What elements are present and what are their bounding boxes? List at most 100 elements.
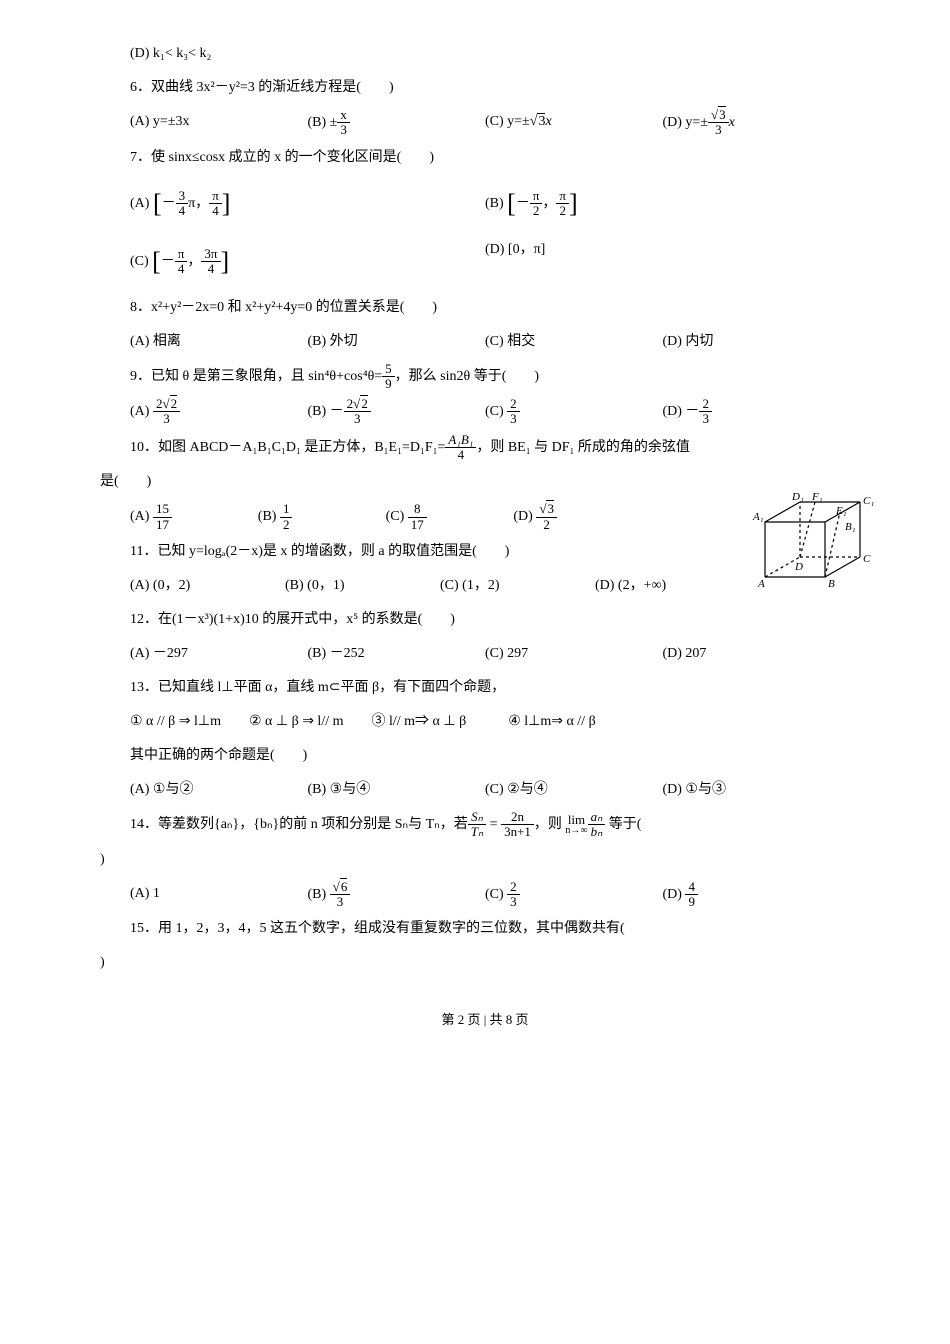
denominator: 9 bbox=[685, 895, 698, 909]
q10-tail: 是( ) bbox=[100, 468, 840, 496]
q8-a: (A) 相离 bbox=[130, 328, 308, 356]
text: (A) bbox=[130, 509, 153, 524]
q13-a: (A) ①与② bbox=[130, 776, 308, 804]
q6-c: (C) y=±√3x bbox=[485, 108, 663, 138]
text: ，那么 sin2θ 等于( ) bbox=[395, 369, 539, 384]
q9: 9．已知 θ 是第三象限角，且 sin⁴θ+cos⁴θ=59，那么 sin2θ … bbox=[130, 362, 840, 392]
denominator: 17 bbox=[153, 518, 172, 532]
text: (B) 外切 bbox=[308, 334, 358, 349]
q6-options: (A) y=±3x (B) ±x3 (C) y=±√3x (D) y=±√33x bbox=[130, 108, 840, 138]
q13-line3: 其中正确的两个命题是( ) bbox=[130, 742, 840, 770]
fraction: 2√23 bbox=[153, 397, 180, 427]
svg-text:C: C bbox=[863, 553, 871, 565]
text: (B) bbox=[485, 196, 507, 211]
fraction: π2 bbox=[530, 189, 543, 219]
q14-d: (D) 49 bbox=[663, 880, 841, 910]
radicand: 2 bbox=[170, 395, 178, 411]
fraction: √32 bbox=[536, 502, 557, 532]
text: ① α // β ⇒ l⊥m ② α ⊥ β ⇒ l// m ③ l// m⇒ … bbox=[130, 714, 596, 729]
denominator: 2 bbox=[556, 204, 569, 218]
denominator: 4 bbox=[201, 262, 220, 276]
text: (B) ③与④ bbox=[308, 782, 371, 797]
text: (B) bbox=[308, 887, 330, 902]
q7-a: (A) [－34π，π4] bbox=[130, 178, 485, 230]
numerator: π bbox=[556, 189, 569, 204]
text: (A) 1 bbox=[130, 886, 160, 901]
fraction: x3 bbox=[337, 108, 350, 138]
numerator: 15 bbox=[153, 502, 172, 517]
q11-d: (D) (2，+∞) bbox=[595, 572, 750, 600]
text: (D) y=± bbox=[663, 115, 709, 130]
text: (A) y=±3x bbox=[130, 114, 190, 129]
numerator: 2√2 bbox=[153, 397, 180, 412]
q14-a: (A) 1 bbox=[130, 880, 308, 910]
q12: 12．在(1－x³)(1+x)10 的展开式中，x⁵ 的系数是( ) bbox=[130, 606, 840, 634]
numerator: 4 bbox=[685, 880, 698, 895]
text: 11．已知 y=logₐ(2－x)是 x 的增函数，则 a 的取值范围是( ) bbox=[130, 544, 509, 559]
text: x bbox=[729, 115, 735, 130]
q6-a: (A) y=±3x bbox=[130, 108, 308, 138]
numerator: aₙ bbox=[588, 810, 606, 825]
q8: 8．x²+y²－2x=0 和 x²+y²+4y=0 的位置关系是( ) bbox=[130, 294, 840, 322]
page-content: (D) k₁< k₃< k₂ 6．双曲线 3x²－y²=3 的渐近线方程是( )… bbox=[0, 0, 950, 1063]
text: 6．双曲线 3x²－y²=3 的渐近线方程是( ) bbox=[130, 80, 394, 95]
text: ， bbox=[187, 254, 201, 269]
text: 2 bbox=[347, 396, 354, 411]
q10-d: (D) √32 bbox=[513, 502, 641, 532]
q11-a: (A) (0，2) bbox=[130, 572, 285, 600]
text: ) bbox=[100, 955, 105, 970]
numerator: 2 bbox=[507, 397, 520, 412]
numerator: π bbox=[175, 247, 188, 262]
q7-c: (C) [－π4，3π4] bbox=[130, 236, 485, 288]
text: (B) －252 bbox=[308, 646, 365, 661]
text: 等于( bbox=[605, 817, 669, 832]
text: ， bbox=[542, 196, 556, 211]
q7-options-row2: (C) [－π4，3π4] (D) [0，π] bbox=[130, 236, 840, 288]
text: (D) [0，π] bbox=[485, 242, 545, 257]
q11-c: (C) (1，2) bbox=[440, 572, 595, 600]
text: (A) ①与② bbox=[130, 782, 194, 797]
text: (B) (0，1) bbox=[285, 578, 345, 593]
text: (D) － bbox=[663, 404, 700, 419]
text: (C) (1，2) bbox=[440, 578, 500, 593]
numerator: 2 bbox=[699, 397, 712, 412]
denominator: 4 bbox=[176, 204, 189, 218]
q12-options: (A) －297 (B) －252 (C) 297 (D) 207 bbox=[130, 640, 840, 668]
page-footer: 第 2 页 | 共 8 页 bbox=[130, 1007, 840, 1033]
q12-a: (A) －297 bbox=[130, 640, 308, 668]
text: (A) bbox=[130, 196, 153, 211]
svg-text:B₁: B₁ bbox=[845, 521, 856, 533]
text: ，则 BE₁ 与 DF₁ 所成的角的余弦值 bbox=[476, 440, 690, 455]
text: (D) bbox=[663, 887, 686, 902]
numerator: 2√2 bbox=[344, 397, 371, 412]
text: (A) bbox=[130, 404, 153, 419]
numerator: 3π bbox=[201, 247, 220, 262]
fraction: π2 bbox=[556, 189, 569, 219]
text: 是( ) bbox=[100, 474, 151, 489]
q13-c: (C) ②与④ bbox=[485, 776, 663, 804]
text: (C) bbox=[130, 254, 152, 269]
text: 10．如图 ABCD－A₁B₁C₁D₁ 是正方体，B₁E₁=D₁F₁= bbox=[130, 440, 445, 455]
denominator: 3 bbox=[337, 123, 350, 137]
q14-options: (A) 1 (B) √63 (C) 23 (D) 49 bbox=[130, 880, 840, 910]
cube-diagram: AB CD A₁B₁ C₁D₁ E₁F₁ bbox=[750, 492, 880, 613]
denominator: 3 bbox=[344, 412, 371, 426]
denominator: 4 bbox=[445, 448, 476, 462]
fraction: 2√23 bbox=[344, 397, 371, 427]
numerator: π bbox=[530, 189, 543, 204]
denominator: 4 bbox=[209, 204, 222, 218]
denominator: 3 bbox=[507, 412, 520, 426]
q14: 14．等差数列{aₙ}，{bₙ}的前 n 项和分别是 Sₙ与 Tₙ，若SₙTₙ … bbox=[130, 810, 840, 840]
fraction: aₙbₙ bbox=[588, 810, 606, 840]
text: (B) bbox=[258, 509, 280, 524]
fraction: √63 bbox=[330, 880, 351, 910]
limit: limn→∞ bbox=[565, 813, 587, 836]
denominator: 3 bbox=[153, 412, 180, 426]
svg-text:D: D bbox=[794, 561, 803, 573]
numerator: 2 bbox=[507, 880, 520, 895]
q12-d: (D) 207 bbox=[663, 640, 841, 668]
q10: 10．如图 ABCD－A₁B₁C₁D₁ 是正方体，B₁E₁=D₁F₁=A₁B₁4… bbox=[130, 433, 840, 463]
denominator: 17 bbox=[408, 518, 427, 532]
numerator: 5 bbox=[382, 362, 395, 377]
text: ) bbox=[100, 852, 105, 867]
